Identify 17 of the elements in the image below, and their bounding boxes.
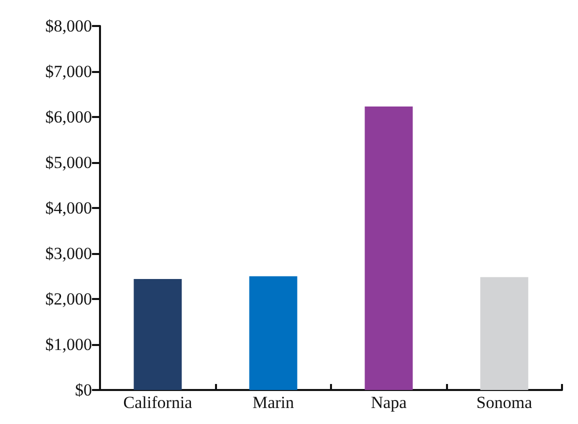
y-tick-label: $8,000 bbox=[45, 16, 92, 36]
x-tick-label: Marin bbox=[252, 393, 295, 412]
y-tick-label: $5,000 bbox=[45, 153, 92, 172]
y-tick-label: $4,000 bbox=[45, 198, 92, 218]
y-tick-label: $1,000 bbox=[45, 335, 92, 354]
bar bbox=[364, 106, 413, 390]
bar bbox=[249, 276, 298, 390]
x-tick-label: California bbox=[123, 393, 193, 412]
y-tick-label: $0 bbox=[75, 380, 92, 400]
y-tick-label: $6,000 bbox=[45, 108, 92, 126]
y-tick-label: $2,000 bbox=[45, 290, 92, 308]
y-tick-label: $3,000 bbox=[45, 244, 92, 263]
x-tick-label: Sonoma bbox=[476, 393, 533, 412]
bar bbox=[134, 278, 182, 390]
bar bbox=[480, 277, 528, 390]
y-tick-label: $7,000 bbox=[45, 62, 92, 81]
x-tick-label: Napa bbox=[370, 393, 408, 412]
